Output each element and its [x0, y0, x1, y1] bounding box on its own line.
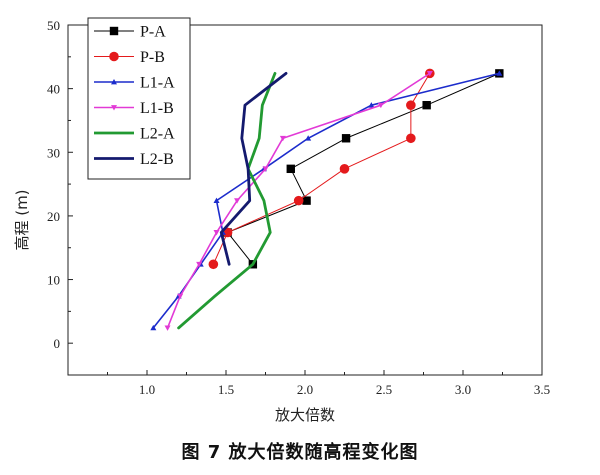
y-axis-title: 高程 (m)	[13, 189, 31, 250]
legend-label: P-B	[140, 49, 165, 66]
data-point	[293, 195, 304, 206]
x-tick-label: 3.5	[534, 382, 550, 397]
data-point	[279, 135, 286, 142]
x-tick-label: 2.0	[297, 382, 313, 397]
series-line-l1-a	[152, 72, 501, 329]
data-point	[368, 102, 375, 108]
data-point	[426, 70, 433, 77]
legend-label: L1-B	[140, 100, 174, 117]
data-point	[109, 26, 119, 36]
figure-caption: 图 7 放大倍数随高程变化图	[181, 442, 419, 463]
data-point	[406, 100, 416, 110]
data-point	[422, 100, 431, 110]
y-tick-label: 50	[47, 18, 60, 33]
y-tick-label: 10	[47, 273, 60, 288]
data-point	[496, 70, 503, 76]
x-tick-label: 1.5	[218, 382, 234, 397]
data-point	[339, 164, 350, 174]
x-axis: 1.0 1.5 2.0 2.5 3.0 3.5	[107, 370, 550, 397]
series-line-l2-b	[219, 71, 288, 266]
x-axis-title: 放大倍数	[275, 406, 335, 424]
data-point	[305, 135, 312, 141]
data-point	[177, 293, 184, 300]
data-point	[213, 230, 220, 236]
data-point	[234, 198, 241, 204]
data-point	[109, 51, 119, 62]
series-layer	[150, 68, 504, 331]
series-line-p-b	[212, 72, 431, 265]
data-point	[302, 196, 311, 205]
legend-label: L2-A	[140, 126, 175, 143]
y-axis: 0 10 20 30 40 50	[47, 18, 73, 351]
data-point	[377, 102, 384, 109]
x-tick-label: 2.5	[376, 382, 392, 397]
y-tick-label: 0	[54, 336, 61, 351]
legend-box	[87, 17, 191, 180]
legend-label: L1-A	[140, 75, 175, 92]
legend: P-A P-B L1-A L1-B L2-A L2-B	[87, 17, 191, 180]
data-point	[196, 261, 203, 268]
data-point	[111, 79, 117, 85]
x-tick-label: 3.0	[455, 382, 471, 397]
data-point	[406, 133, 416, 144]
data-point	[213, 197, 220, 204]
data-point	[262, 166, 269, 172]
data-point	[111, 105, 117, 111]
y-tick-label: 40	[47, 82, 60, 97]
data-point	[341, 134, 351, 143]
data-point	[208, 259, 219, 270]
y-tick-label: 20	[47, 209, 60, 224]
data-point	[150, 324, 157, 331]
legend-label: P-A	[140, 24, 166, 41]
series-line-l2-a	[177, 71, 277, 330]
x-tick-label: 1.0	[139, 382, 155, 397]
data-point	[164, 325, 171, 331]
data-point	[286, 164, 295, 174]
y-tick-label: 30	[47, 145, 60, 160]
legend-label: L2-B	[140, 151, 174, 168]
